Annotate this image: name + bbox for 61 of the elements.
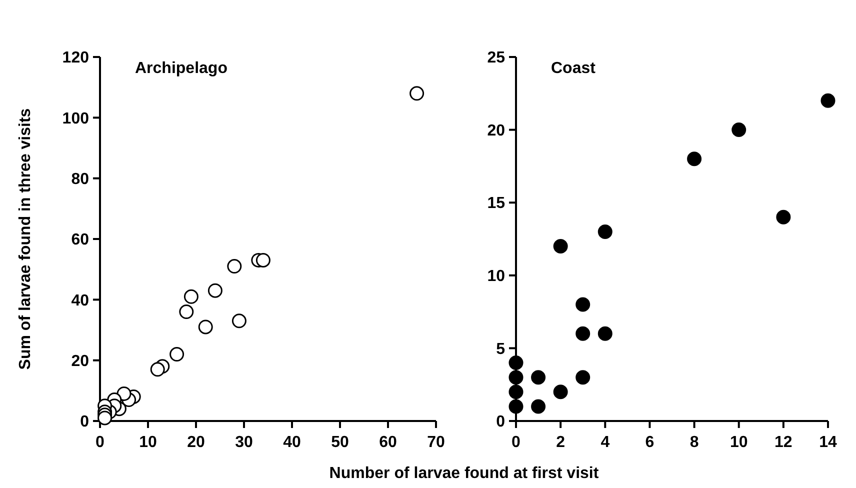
point (598, 326, 612, 341)
x-tick-label: 0 (512, 434, 521, 451)
point (776, 210, 791, 224)
x-tick-label: 40 (283, 434, 301, 451)
x-tick-label: 6 (645, 434, 654, 451)
x-tick-label: 2 (556, 434, 566, 451)
x-tick-label: 8 (690, 434, 699, 451)
x-tick-label: 10 (139, 434, 157, 451)
x-tick-label: 14 (819, 434, 837, 451)
point (198, 320, 213, 334)
y-axis-title: Sum of larvae found in three visits (17, 108, 34, 370)
y-tick-label: 0 (80, 414, 90, 431)
x-tick-label: 30 (235, 434, 253, 451)
y-tick-label: 5 (496, 340, 506, 358)
point (410, 86, 424, 101)
y-tick-label: 0 (496, 414, 506, 431)
point (531, 370, 546, 385)
point (150, 362, 165, 377)
point (820, 93, 836, 108)
y-tick-label: 20 (487, 122, 506, 140)
point (576, 297, 590, 312)
x-tick-label: 12 (774, 434, 792, 451)
point (179, 304, 194, 320)
chart-title: Coast (551, 60, 596, 77)
x-tick-label: 70 (427, 434, 445, 451)
point (576, 326, 590, 341)
point (232, 314, 246, 328)
point (208, 283, 222, 298)
y-tick-label: 40 (71, 292, 90, 310)
y-tick-label: 20 (71, 352, 90, 370)
point (256, 252, 270, 268)
point (553, 384, 568, 400)
y-tick-label: 60 (71, 232, 90, 249)
y-tick-label: 100 (62, 110, 90, 128)
x-tick-label: 0 (96, 434, 105, 451)
y-tick-label: 15 (487, 195, 506, 212)
point (553, 239, 568, 254)
point (184, 289, 198, 304)
x-tick-label: 20 (187, 434, 205, 451)
point (170, 347, 184, 362)
point (531, 399, 546, 414)
chart-title: Archipelago (135, 60, 228, 77)
point (732, 122, 746, 138)
point (98, 410, 112, 426)
y-tick-label: 25 (487, 50, 506, 67)
point (576, 370, 590, 385)
point (508, 399, 524, 414)
x-tick-label: 60 (379, 434, 397, 451)
point (508, 370, 524, 385)
point (598, 224, 612, 239)
point (508, 384, 524, 400)
x-tick-label: 50 (331, 434, 349, 451)
x-axis-title: Number of larvae found at first visit (329, 465, 600, 482)
point (687, 152, 702, 166)
x-tick-label: 10 (730, 434, 748, 451)
point (227, 259, 242, 274)
y-tick-label: 120 (62, 50, 90, 67)
point (508, 356, 524, 370)
y-tick-label: 80 (71, 170, 90, 188)
x-tick-label: 4 (600, 434, 610, 451)
y-tick-label: 10 (487, 268, 506, 285)
